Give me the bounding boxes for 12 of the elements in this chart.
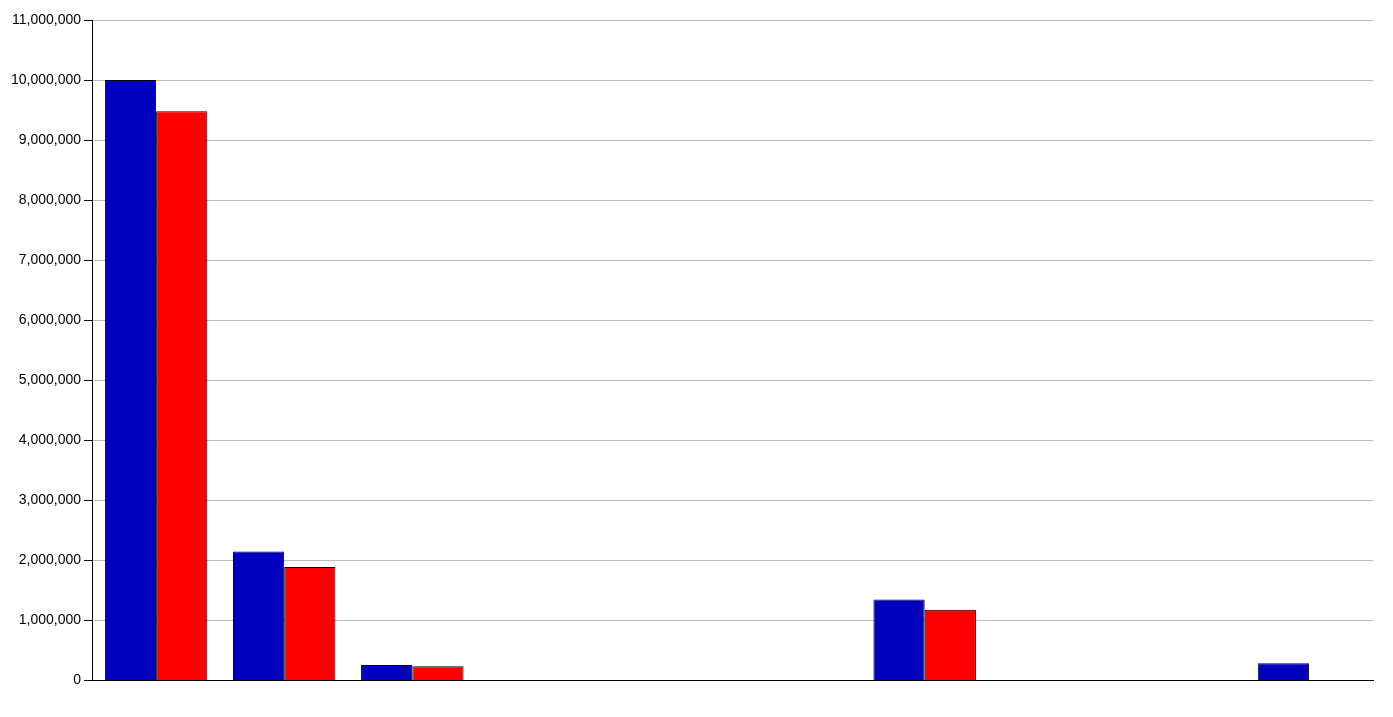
y-tick-label: 7,000,000	[18, 251, 82, 268]
y-tick-label: 5,000,000	[18, 371, 82, 388]
y-tick-label: 2,000,000	[18, 551, 82, 568]
y-tick-label: 11,000,000	[12, 10, 82, 27]
y-tick-label: 8,000,000	[18, 191, 82, 208]
y-tick-label: 6,000,000	[18, 311, 82, 328]
y-tick-label: 1,000,000	[18, 611, 82, 628]
y-tick-label: 3,000,000	[18, 491, 82, 508]
y-tick-label: 4,000,000	[18, 431, 82, 448]
y-tick-label: 9,000,000	[18, 130, 82, 147]
y-tick-label: 10,000,000	[10, 70, 82, 87]
y-tick-label: 0	[73, 671, 82, 688]
